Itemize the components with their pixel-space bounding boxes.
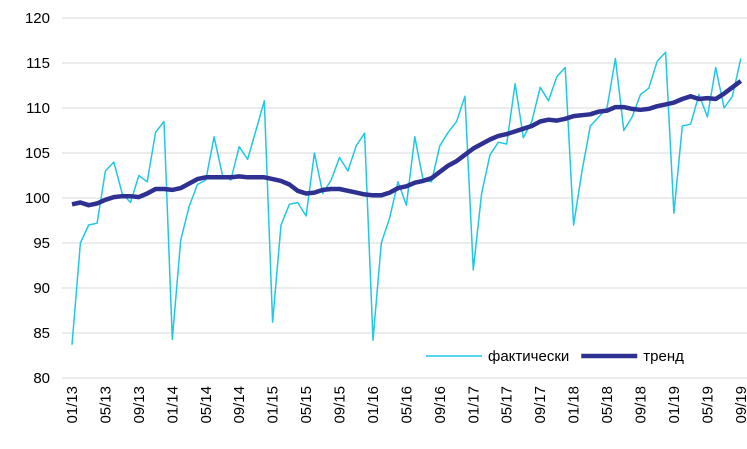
x-tick-label: 09/13 <box>131 386 148 424</box>
y-tick-label: 95 <box>33 235 50 252</box>
x-tick-label: 05/19 <box>699 386 716 424</box>
legend-label: фактически <box>488 348 569 365</box>
x-tick-label: 05/14 <box>198 386 215 424</box>
x-tick-label: 05/17 <box>499 386 516 424</box>
x-tick-label: 01/15 <box>265 386 282 424</box>
x-tick-label: 09/16 <box>432 386 449 424</box>
y-tick-label: 85 <box>33 325 50 342</box>
x-tick-label: 09/14 <box>231 386 248 424</box>
y-tick-label: 120 <box>25 10 50 27</box>
x-tick-label: 05/13 <box>97 386 114 424</box>
y-tick-label: 100 <box>25 190 50 207</box>
y-tick-label: 115 <box>26 55 50 72</box>
x-tick-label: 09/18 <box>632 386 649 424</box>
x-tick-label: 09/17 <box>532 386 549 424</box>
y-tick-label: 110 <box>26 100 50 117</box>
y-tick-label: 90 <box>33 280 50 297</box>
legend-label: тренд <box>643 348 684 365</box>
x-tick-label: 05/16 <box>398 386 415 424</box>
line-series <box>71 51 742 345</box>
line-series <box>71 79 743 208</box>
x-tick-label: 01/13 <box>64 386 81 424</box>
x-tick-label: 01/16 <box>365 386 382 424</box>
x-tick-label: 01/18 <box>566 386 583 424</box>
x-tick-label: 01/17 <box>465 386 482 424</box>
x-tick-label: 01/19 <box>666 386 683 424</box>
y-tick-label: 80 <box>33 370 50 387</box>
x-tick-label: 05/15 <box>298 386 315 424</box>
y-tick-label: 105 <box>25 145 50 162</box>
x-tick-label: 01/14 <box>164 386 181 424</box>
x-tick-label: 09/19 <box>733 386 747 424</box>
x-tick-label: 05/18 <box>599 386 616 424</box>
x-tick-label: 09/15 <box>332 386 349 424</box>
